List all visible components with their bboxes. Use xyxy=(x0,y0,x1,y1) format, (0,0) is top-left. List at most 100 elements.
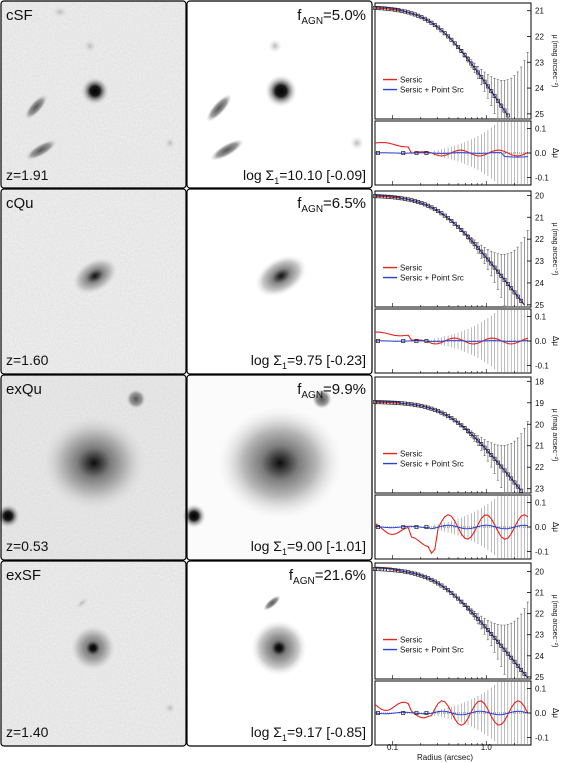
data-point xyxy=(449,590,454,595)
data-point xyxy=(515,663,520,668)
mu-tick-label: 21 xyxy=(535,442,544,451)
data-point xyxy=(485,628,490,633)
mu-frame xyxy=(374,376,532,494)
x-axis-title: Radius (arcsec) xyxy=(417,753,473,762)
mu-tick-label: 25 xyxy=(535,301,544,310)
dmu-tick-label: -0.1 xyxy=(535,734,549,743)
fagn-label: fAGN=5.0% xyxy=(297,7,366,27)
residual-point xyxy=(424,151,429,155)
fagn-label: fAGN=6.5% xyxy=(297,195,366,215)
data-point xyxy=(502,647,507,652)
data-point xyxy=(519,298,524,303)
data-point xyxy=(462,231,467,236)
dmu-tick-label: 0.1 xyxy=(535,498,547,507)
mu-tick-label: 20 xyxy=(535,567,544,576)
data-point xyxy=(492,635,497,640)
mu-tick-label: 20 xyxy=(535,420,544,429)
data-point xyxy=(449,218,454,223)
sigma-label: log Σ1=9.75 [-0.23] xyxy=(251,352,366,371)
residual-point xyxy=(376,525,380,529)
data-point xyxy=(459,599,464,604)
data-point xyxy=(469,238,474,243)
data-point xyxy=(452,593,457,598)
panel-label: exSF xyxy=(6,567,41,584)
dmu-tick-label: 0.0 xyxy=(535,149,547,158)
data-point xyxy=(446,588,451,593)
data-point xyxy=(446,216,451,221)
data-point xyxy=(489,453,494,457)
legend-sersic-ps-label: Sersic + Point Src xyxy=(400,274,464,283)
data-point xyxy=(436,581,441,586)
data-point xyxy=(512,659,517,664)
data-point xyxy=(499,103,504,108)
mu-axis-title: μ (mag arcsec⁻²) xyxy=(551,223,558,276)
mu-axis-title: μ (mag arcsec⁻²) xyxy=(551,409,558,462)
data-point xyxy=(509,286,514,291)
mu-tick-label: 22 xyxy=(535,463,544,472)
dmu-axis-title: Δμ xyxy=(551,336,560,346)
fagn-label: fAGN=21.6% xyxy=(289,567,366,587)
residual-point xyxy=(414,151,419,155)
data-point xyxy=(459,49,464,53)
data-point xyxy=(432,23,437,27)
redshift-label: z=1.40 xyxy=(6,724,49,740)
residual-point xyxy=(424,339,429,343)
data-point xyxy=(492,265,497,270)
data-point xyxy=(499,643,504,648)
mu-tick-label: 22 xyxy=(535,33,544,42)
image-panel-frames xyxy=(0,0,373,747)
redshift-label: z=1.60 xyxy=(6,352,49,368)
dmu-axis-title: Δμ xyxy=(551,148,560,158)
data-point xyxy=(499,273,504,278)
data-point xyxy=(446,34,451,39)
dmu-axis-title: Δμ xyxy=(551,708,560,718)
panel-label: cSF xyxy=(6,7,33,24)
data-point xyxy=(462,602,467,607)
data-point xyxy=(472,242,477,247)
data-point xyxy=(469,609,474,614)
mu-tick-label: 23 xyxy=(535,257,544,266)
observed-image-exqu: exQu z=0.53 xyxy=(0,375,186,560)
sigma-label: log Σ1=10.10 [-0.09] xyxy=(243,167,366,186)
data-point xyxy=(519,667,524,672)
dmu-axis-title: Δμ xyxy=(551,522,560,532)
residual-point xyxy=(401,339,406,343)
mu-tick-label: 22 xyxy=(535,610,544,619)
residual-point xyxy=(414,525,419,529)
data-point xyxy=(452,418,457,423)
data-point xyxy=(482,253,487,258)
data-point xyxy=(485,257,490,262)
mu-axis-title: μ (mag arcsec⁻²) xyxy=(551,595,558,648)
dmu-tick-label: 0.1 xyxy=(535,684,547,693)
mu-tick-label: 18 xyxy=(535,377,544,386)
residual-point xyxy=(414,339,419,343)
legend-sersic-label: Sersic xyxy=(400,264,422,273)
sigma-label: log Σ1=9.00 [-1.01] xyxy=(251,538,366,557)
mu-frame xyxy=(374,562,532,680)
row-exqu: exQu z=0.53 fAGN=9.9% log Σ1=9.00 [-1.01… xyxy=(0,375,372,560)
data-point xyxy=(449,37,454,42)
residual-point xyxy=(376,339,380,343)
data-point xyxy=(472,66,477,70)
data-point xyxy=(522,671,527,676)
data-point xyxy=(469,432,474,437)
data-point xyxy=(485,449,490,454)
dmu-tick-label: 0.0 xyxy=(535,709,547,718)
mu-tick-label: 24 xyxy=(535,652,544,661)
residual-point xyxy=(401,525,406,529)
data-point xyxy=(505,282,510,286)
data-point xyxy=(452,41,457,46)
mu-axis-title: μ (mag arcsec⁻²) xyxy=(551,35,558,88)
mu-frame xyxy=(374,190,532,308)
data-point xyxy=(495,460,500,465)
redshift-label: z=1.91 xyxy=(6,167,49,183)
data-point xyxy=(469,61,474,66)
data-point xyxy=(476,70,480,75)
model-image-csf: fAGN=5.0% log Σ1=10.10 [-0.09] xyxy=(187,1,372,188)
data-point xyxy=(456,45,460,50)
x-tick-label: 0.1 xyxy=(387,743,399,752)
mu-tick-label: 21 xyxy=(535,589,544,598)
data-point xyxy=(512,290,517,295)
